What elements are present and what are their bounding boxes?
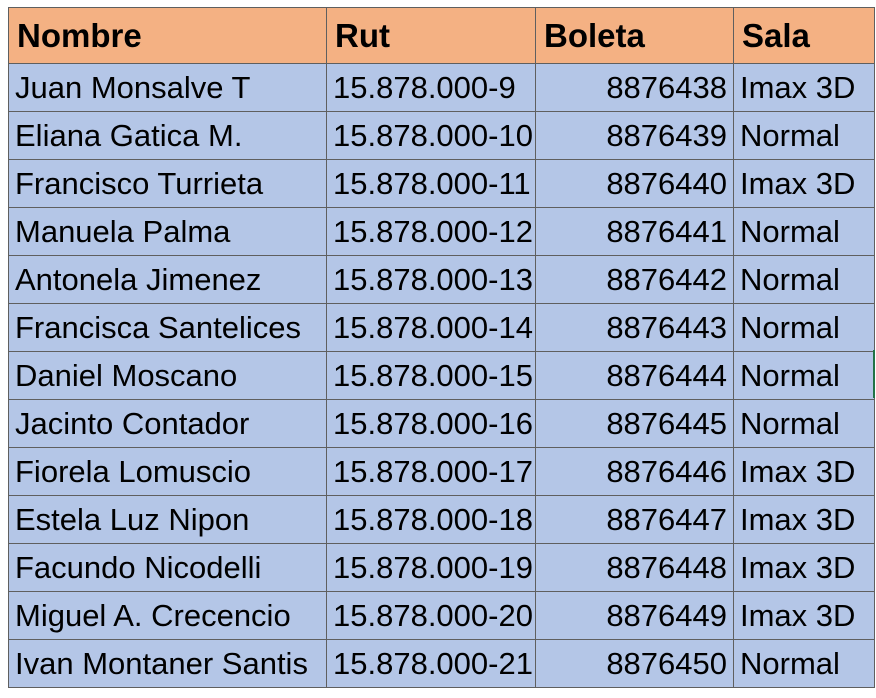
cell-rut[interactable]: 15.878.000-17 <box>326 447 536 496</box>
cell-boleta[interactable]: 8876450 <box>535 639 734 688</box>
cell-name[interactable]: Estela Luz Nipon <box>8 495 327 544</box>
cell-sala[interactable]: Imax 3D <box>733 447 875 496</box>
cell-rut[interactable]: 15.878.000-21 <box>326 639 536 688</box>
cell-boleta[interactable]: 8876448 <box>535 543 734 592</box>
cell-boleta[interactable]: 8876440 <box>535 159 734 208</box>
cell-rut[interactable]: 15.878.000-11 <box>326 159 536 208</box>
cell-rut[interactable]: 15.878.000-14 <box>326 303 536 352</box>
cell-sala[interactable]: Normal <box>733 207 875 256</box>
table-row: Eliana Gatica M. 15.878.000-10 8876439 Norm… <box>8 111 875 160</box>
table-row: Francisca Santelices 15.878.000-14 8876443… <box>8 303 875 352</box>
cell-sala[interactable]: Imax 3D <box>733 591 875 640</box>
cell-boleta[interactable]: 8876447 <box>535 495 734 544</box>
cell-rut[interactable]: 15.878.000-19 <box>326 543 536 592</box>
cell-boleta[interactable]: 8876443 <box>535 303 734 352</box>
cell-rut[interactable]: 15.878.000-18 <box>326 495 536 544</box>
cell-sala[interactable]: Imax 3D <box>733 63 875 112</box>
cell-sala[interactable]: Imax 3D <box>733 495 875 544</box>
table-row: Fiorela Lomuscio 15.878.000-17 8876446 Imax… <box>8 447 875 496</box>
cell-name[interactable]: Francisca Santelices <box>8 303 327 352</box>
table-row: Facundo Nicodelli 15.878.000-19 8876448 Ima… <box>8 543 875 592</box>
table-row: Antonela Jimenez 15.878.000-13 8876442 Norm… <box>8 255 875 304</box>
cell-name[interactable]: Jacinto Contador <box>8 399 327 448</box>
header-cell-nombre[interactable]: Nombre <box>8 7 327 64</box>
cell-sala[interactable]: Imax 3D <box>733 543 875 592</box>
cell-sala[interactable]: Normal <box>733 303 875 352</box>
cell-boleta[interactable]: 8876445 <box>535 399 734 448</box>
selection-border <box>873 350 875 398</box>
cell-name[interactable]: Manuela Palma <box>8 207 327 256</box>
header-cell-rut[interactable]: Rut <box>326 7 536 64</box>
cell-name[interactable]: Eliana Gatica M. <box>8 111 327 160</box>
spreadsheet-grid: Nombre Rut Boleta Sala Juan Monsalve T 15… <box>8 7 875 688</box>
table-row: Jacinto Contador 15.878.000-16 8876445 Norm… <box>8 399 875 448</box>
table-row: Francisco Turrieta 15.878.000-11 8876440 Im… <box>8 159 875 208</box>
table-body: Juan Monsalve T 15.878.000-9 8876438 Imax 3… <box>8 63 875 688</box>
table-row: Ivan Montaner Santis 15.878.000-21 8876450… <box>8 639 875 688</box>
cell-sala[interactable]: Normal <box>733 255 875 304</box>
table-row: Miguel A. Crecencio 15.878.000-20 8876449 I… <box>8 591 875 640</box>
cell-rut[interactable]: 15.878.000-9 <box>326 63 536 112</box>
cell-rut[interactable]: 15.878.000-15 <box>326 351 536 400</box>
table-row: Estela Luz Nipon 15.878.000-18 8876447 Imax… <box>8 495 875 544</box>
table-row: Daniel Moscano 15.878.000-15 8876444 Normal <box>8 351 875 400</box>
cell-boleta[interactable]: 8876449 <box>535 591 734 640</box>
cell-boleta[interactable]: 8876446 <box>535 447 734 496</box>
cell-name[interactable]: Fiorela Lomuscio <box>8 447 327 496</box>
cell-boleta[interactable]: 8876444 <box>535 351 734 400</box>
table-row: Juan Monsalve T 15.878.000-9 8876438 Imax 3… <box>8 63 875 112</box>
cell-sala[interactable]: Imax 3D <box>733 159 875 208</box>
cell-boleta[interactable]: 8876441 <box>535 207 734 256</box>
cell-name[interactable]: Antonela Jimenez <box>8 255 327 304</box>
cell-name[interactable]: Daniel Moscano <box>8 351 327 400</box>
cell-name[interactable]: Juan Monsalve T <box>8 63 327 112</box>
cell-name[interactable]: Ivan Montaner Santis <box>8 639 327 688</box>
cell-name[interactable]: Miguel A. Crecencio <box>8 591 327 640</box>
cell-sala[interactable]: Normal <box>733 399 875 448</box>
cell-rut[interactable]: 15.878.000-16 <box>326 399 536 448</box>
cell-name[interactable]: Francisco Turrieta <box>8 159 327 208</box>
cell-sala[interactable]: Normal <box>733 111 875 160</box>
cell-rut[interactable]: 15.878.000-13 <box>326 255 536 304</box>
cell-boleta[interactable]: 8876438 <box>535 63 734 112</box>
cell-sala[interactable]: Normal <box>733 639 875 688</box>
cell-name[interactable]: Facundo Nicodelli <box>8 543 327 592</box>
cell-rut[interactable]: 15.878.000-10 <box>326 111 536 160</box>
cell-sala[interactable]: Normal <box>733 351 875 400</box>
header-cell-boleta[interactable]: Boleta <box>535 7 734 64</box>
table-row: Manuela Palma 15.878.000-12 8876441 Normal <box>8 207 875 256</box>
header-cell-sala[interactable]: Sala <box>733 7 875 64</box>
cell-rut[interactable]: 15.878.000-20 <box>326 591 536 640</box>
header-row: Nombre Rut Boleta Sala <box>8 7 875 64</box>
cell-rut[interactable]: 15.878.000-12 <box>326 207 536 256</box>
cell-boleta[interactable]: 8876439 <box>535 111 734 160</box>
cell-boleta[interactable]: 8876442 <box>535 255 734 304</box>
